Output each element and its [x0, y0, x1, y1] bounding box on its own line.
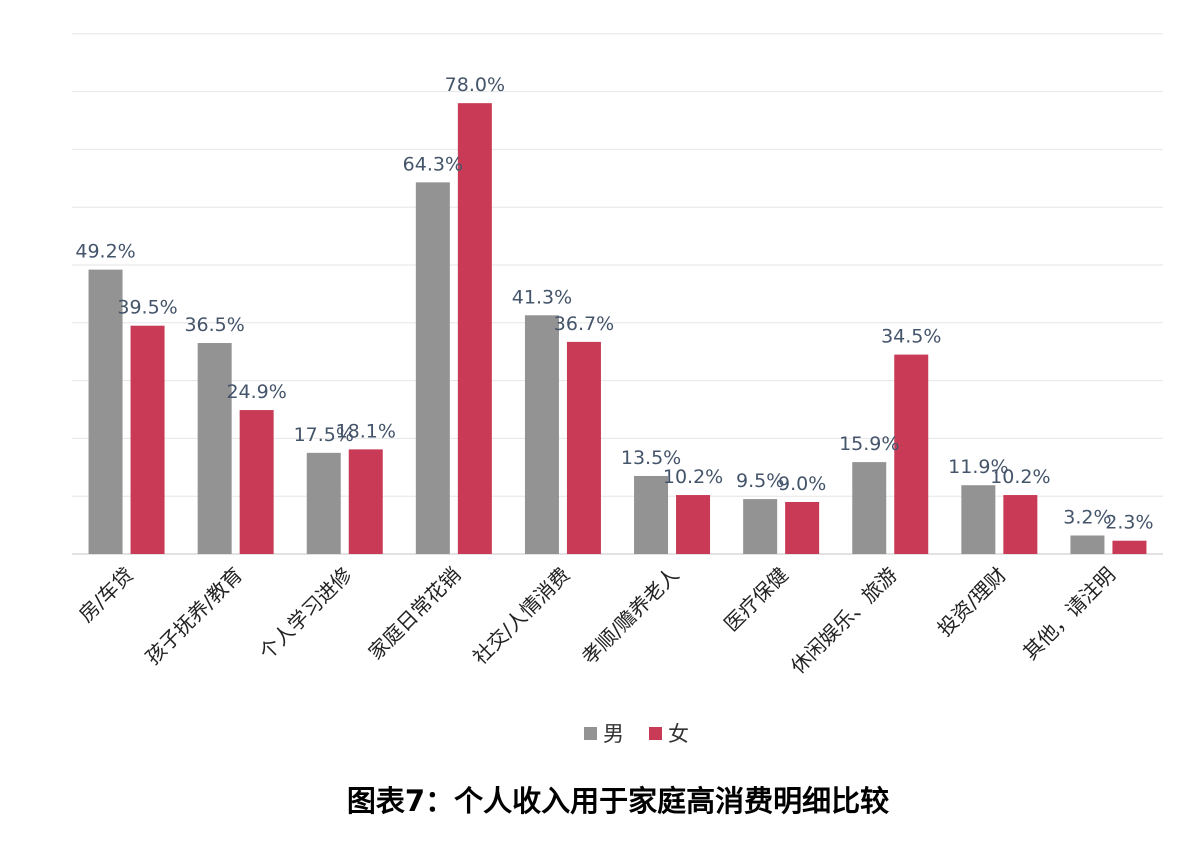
bar-male	[306, 452, 341, 554]
bar-female	[130, 325, 165, 554]
category-label: 家庭日常花销	[364, 563, 466, 665]
value-labels: 49.2% 39.5% 36.5% 24.9% 17.5%18.1% 64.3% 78.0%…	[75, 74, 1153, 534]
category-label: 休闲娱乐、旅游	[786, 563, 902, 679]
chart-title: 图表7：个人收入用于家庭高消费明细比较	[347, 784, 889, 818]
data-label: 11.9%	[948, 456, 1008, 478]
category-label: 个人学习进修	[254, 563, 356, 665]
data-label: 2.3%	[1105, 512, 1153, 534]
bar-female	[676, 495, 711, 554]
bar-male	[1070, 535, 1105, 554]
data-label: 34.5%	[881, 326, 941, 348]
bar-male	[415, 182, 450, 554]
data-label: 39.5%	[117, 297, 177, 319]
bar-female	[348, 449, 383, 554]
bar-male	[743, 499, 778, 554]
data-label: 78.0%	[445, 74, 505, 96]
data-label: 9.0%	[778, 473, 826, 495]
bar-female	[894, 354, 929, 554]
bar-male	[197, 343, 232, 554]
bar-female	[1112, 540, 1147, 554]
legend-swatch-female	[649, 727, 662, 740]
data-label: 9.5%	[736, 470, 784, 492]
bar-male	[88, 269, 123, 554]
data-label: 41.3%	[512, 286, 572, 308]
category-label: 孝顺/赡养老人	[577, 563, 684, 670]
data-label: 64.3%	[403, 153, 463, 175]
data-label: 10.2%	[663, 466, 723, 488]
data-label: 17.5%	[294, 424, 354, 446]
category-label: 社交/人情消费	[468, 563, 575, 670]
bar-female	[785, 501, 820, 554]
data-label: 24.9%	[226, 381, 286, 403]
data-label: 36.5%	[184, 314, 244, 336]
legend-label-female: 女	[668, 722, 689, 746]
bar-male	[961, 485, 996, 554]
data-label: 36.7%	[554, 313, 614, 335]
category-label: 其他，请注明	[1018, 563, 1120, 665]
bar-female	[566, 341, 601, 554]
data-label: 15.9%	[839, 433, 899, 455]
data-label: 3.2%	[1063, 507, 1111, 529]
bar-female	[1003, 495, 1038, 554]
data-label: 18.1%	[336, 420, 396, 442]
category-label: 房/车贷	[74, 563, 138, 627]
category-labels: 房/车贷 孩子抚养/教育 个人学习进修 家庭日常花销 社交/人情消费 孝顺/赡养老人 医疗保…	[74, 563, 1120, 679]
category-label: 孩子抚养/教育	[141, 563, 248, 670]
bar-female	[239, 410, 274, 554]
data-label: 49.2%	[75, 241, 135, 263]
category-label: 投资/理财	[933, 563, 1011, 641]
legend: 男女	[584, 722, 689, 746]
bars	[88, 103, 1147, 554]
bar-female	[457, 103, 492, 554]
bar-male	[524, 315, 559, 554]
legend-swatch-male	[584, 727, 597, 740]
legend-label-male: 男	[603, 722, 624, 746]
data-label: 10.2%	[990, 466, 1050, 488]
data-label: 13.5%	[621, 447, 681, 469]
bar-male	[852, 462, 887, 554]
category-label: 医疗保健	[719, 563, 793, 637]
bar-male	[634, 475, 669, 554]
